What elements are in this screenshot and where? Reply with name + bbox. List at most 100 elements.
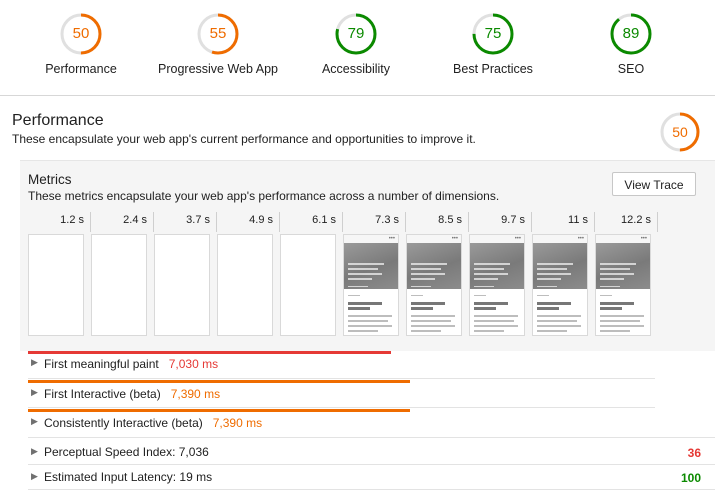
category-gauges: 50 Performance 55 Progressive Web App 79… xyxy=(0,0,715,92)
score-gauge-ring xyxy=(472,13,514,55)
score-gauge-ring xyxy=(610,13,652,55)
frame-text-line xyxy=(474,302,508,305)
frame-text-line xyxy=(600,307,622,310)
view-trace-button[interactable]: View Trace xyxy=(612,172,696,196)
frame-header: ••• xyxy=(596,235,650,243)
frame-header: ••• xyxy=(344,235,398,243)
gauge-label: Performance xyxy=(45,62,117,76)
row-divider xyxy=(28,464,715,465)
expand-arrow-icon: ▶ xyxy=(31,416,38,426)
frame-header: ••• xyxy=(470,235,524,243)
filmstrip-frame xyxy=(280,234,336,336)
menu-icon: ••• xyxy=(577,236,584,242)
frame-text-line xyxy=(348,302,382,305)
section-score-gauge: 50 xyxy=(659,111,701,153)
timeline-tick: 12.2 s xyxy=(595,212,658,232)
gauge-label: Best Practices xyxy=(453,62,533,76)
filmstrip-frame: ••• xyxy=(532,234,588,336)
metric-bar xyxy=(28,409,410,412)
row-divider xyxy=(28,489,715,490)
filmstrip-frame xyxy=(91,234,147,336)
metric-label: First meaningful paint xyxy=(44,357,159,371)
timeline-tick-label: 12.2 s xyxy=(621,214,651,226)
filmstrip-frame xyxy=(154,234,210,336)
frame-text-line xyxy=(600,325,644,327)
metric-value: 7,390 ms xyxy=(212,416,263,430)
metric-label: Perceptual Speed Index: 7,036 xyxy=(44,445,209,459)
frame-text-line xyxy=(411,302,445,305)
score-gauge-ring xyxy=(660,112,700,152)
expand-arrow-icon: ▶ xyxy=(31,387,38,397)
frame-header: ••• xyxy=(407,235,461,243)
frame-text-line xyxy=(411,307,433,310)
frame-text-line xyxy=(474,325,518,327)
gauge-performance[interactable]: 50 Performance xyxy=(6,12,156,76)
gauge-pwa[interactable]: 55 Progressive Web App xyxy=(143,12,293,76)
gauge-score: 79 xyxy=(347,25,365,42)
frame-text-line xyxy=(411,295,423,296)
gauge-score: 50 xyxy=(672,124,688,140)
gauge-label: SEO xyxy=(617,62,645,76)
metric-score: 36 xyxy=(687,446,701,460)
frame-hero-image xyxy=(596,243,650,289)
filmstrip-frame: ••• xyxy=(343,234,399,336)
frame-text-line xyxy=(537,320,577,322)
timeline-tick-label: 9.7 s xyxy=(501,214,525,226)
timeline-tick-label: 6.1 s xyxy=(312,214,336,226)
timeline-tick: 2.4 s xyxy=(91,212,154,232)
metrics-description: These metrics encapsulate your web app's… xyxy=(28,189,500,203)
score-gauge-ring xyxy=(197,13,239,55)
filmstrip-timeline: 1.2 s 2.4 s 3.7 s 4.9 s 6.1 s 7.3 s 8.5 s 9.7 s… xyxy=(28,212,658,232)
frame-text-line xyxy=(537,325,581,327)
filmstrip-frame: ••• xyxy=(469,234,525,336)
section-description: These encapsulate your web app's current… xyxy=(12,132,476,146)
menu-icon: ••• xyxy=(640,236,647,242)
frame-hero-image xyxy=(344,243,398,289)
frame-text-line xyxy=(600,295,612,296)
frame-text-line xyxy=(348,295,360,296)
metric-perceptual-speed-index[interactable]: ▶ Perceptual Speed Index: 7,036 36 xyxy=(28,438,715,464)
gauge-label: Progressive Web App xyxy=(158,62,278,76)
frame-text-line xyxy=(537,295,549,296)
frame-text-line xyxy=(537,307,559,310)
timeline-tick-label: 8.5 s xyxy=(438,214,462,226)
frame-text-line xyxy=(411,315,455,317)
timeline-tick-label: 2.4 s xyxy=(123,214,147,226)
row-divider xyxy=(28,437,715,438)
frame-text-line xyxy=(474,295,486,296)
timeline-tick: 3.7 s xyxy=(154,212,217,232)
metric-consistently-interactive[interactable]: ▶ Consistently Interactive (beta) 7,390 m… xyxy=(28,408,655,436)
expand-arrow-icon: ▶ xyxy=(31,357,38,367)
metric-estimated-input-latency[interactable]: ▶ Estimated Input Latency: 19 ms 100 xyxy=(28,465,715,491)
metric-first-meaningful-paint[interactable]: ▶ First meaningful paint 7,030 ms xyxy=(28,350,655,379)
timeline-tick-label: 7.3 s xyxy=(375,214,399,226)
gauge-best-practices[interactable]: 75 Best Practices xyxy=(418,12,568,76)
frame-text-line xyxy=(348,320,388,322)
timeline-tick: 4.9 s xyxy=(217,212,280,232)
metric-first-interactive[interactable]: ▶ First Interactive (beta) 7,390 ms xyxy=(28,379,655,408)
gauge-label: Accessibility xyxy=(321,62,391,76)
menu-icon: ••• xyxy=(388,236,395,242)
menu-icon: ••• xyxy=(451,236,458,242)
frame-text-line xyxy=(537,302,571,305)
metric-bar xyxy=(28,380,410,383)
section-title: Performance xyxy=(12,112,104,129)
frame-text-line xyxy=(411,320,451,322)
timeline-tick: 11 s xyxy=(532,212,595,232)
frame-hero-image xyxy=(470,243,524,289)
timeline-tick-label: 3.7 s xyxy=(186,214,210,226)
metric-label: Consistently Interactive (beta) xyxy=(44,416,203,430)
frame-hero-image xyxy=(533,243,587,289)
timeline-tick: 7.3 s xyxy=(343,212,406,232)
expand-arrow-icon: ▶ xyxy=(31,446,38,456)
filmstrip: ••• ••• ••• ••• ••• xyxy=(28,234,658,338)
filmstrip-frame: ••• xyxy=(406,234,462,336)
frame-text-line xyxy=(474,307,496,310)
gauge-accessibility[interactable]: 79 Accessibility xyxy=(281,12,431,76)
filmstrip-frame xyxy=(28,234,84,336)
frame-text-line xyxy=(537,315,581,317)
frame-text-line xyxy=(600,320,640,322)
timeline-tick: 8.5 s xyxy=(406,212,469,232)
gauge-seo[interactable]: 89 SEO xyxy=(556,12,706,76)
frame-text-line xyxy=(537,330,567,332)
